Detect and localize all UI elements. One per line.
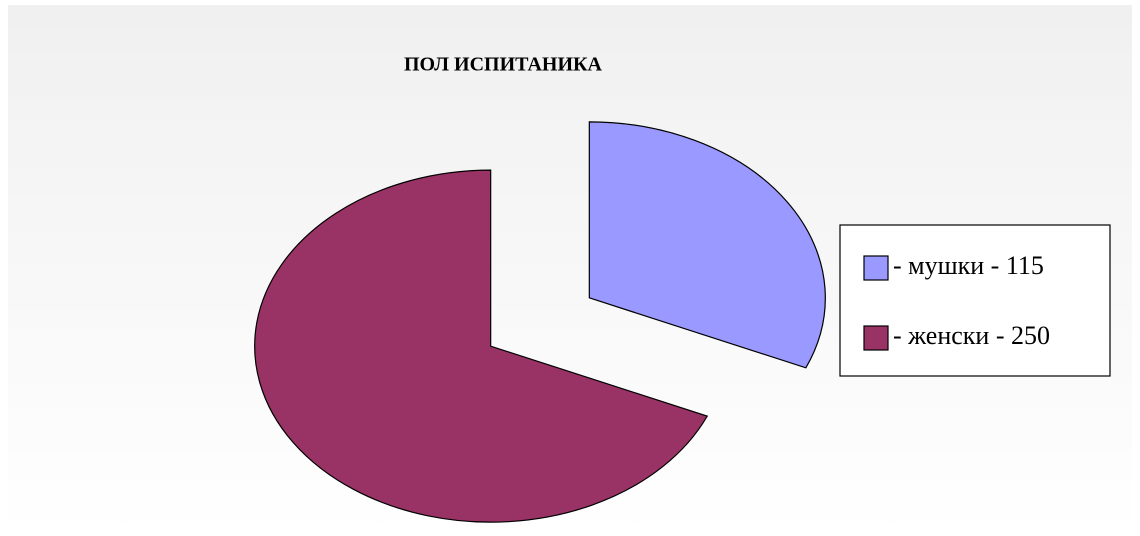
legend [839,224,1111,377]
chart-title: ПОЛ ИСПИТАНИКА [404,54,603,76]
legend-swatch [863,255,889,281]
legend-label: - мушки - 115 [893,251,1044,280]
pie-slice [588,121,826,369]
legend-swatch [863,325,889,351]
pie-slice [254,169,709,523]
legend-label: - женски - 250 [893,321,1050,350]
